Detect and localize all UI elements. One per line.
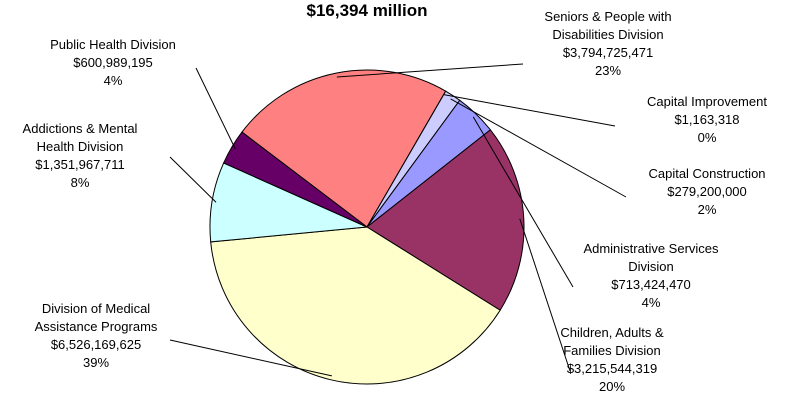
slice-label-line: Addictions & Mental	[23, 121, 138, 136]
slice-label: Capital Construction $279,200,000 2%	[648, 166, 765, 217]
pie-slice	[366, 129, 525, 311]
slice-label-line: 0%	[698, 130, 717, 145]
slice-label-line: $1,351,967,711	[35, 157, 124, 172]
slice-label: Public Health Division $600,989,195 4%	[50, 37, 176, 88]
slice-label-line: 20%	[599, 379, 625, 394]
leader-line	[519, 218, 571, 372]
slice-label-line: $3,215,544,319	[567, 361, 657, 376]
leader-lines	[169, 63, 627, 377]
pie-slice	[222, 131, 368, 228]
slice-label-line: $3,794,725,471	[563, 45, 653, 60]
slice-label-line: Assistance Programs	[35, 319, 158, 334]
slice-label: Capital Improvement $1,163,318 0%	[647, 94, 767, 145]
chart-title: $16,394 million	[307, 1, 428, 20]
slice-label-line: Public Health Division	[50, 37, 176, 52]
slice-label-line: $1,163,318	[674, 112, 739, 127]
leader-line	[169, 339, 332, 377]
slice-label-line: Health Division	[37, 139, 124, 154]
slice-label-line: Administrative Services	[583, 241, 719, 256]
slice-label-line: $279,200,000	[667, 184, 747, 199]
slice-label-line: 39%	[83, 355, 109, 370]
slice-label-line: 4%	[104, 73, 123, 88]
slice-label: Addictions & Mental Health Division $1,351…	[23, 121, 138, 190]
slice-label: Children, Adults & Families Division $3,21…	[560, 325, 664, 394]
slice-label-line: Families Division	[563, 343, 661, 358]
slice-label: Administrative Services Division $713,424,…	[583, 241, 719, 310]
slice-label-line: Children, Adults &	[560, 325, 664, 340]
slice-label-line: Seniors & People with	[544, 9, 671, 24]
pie-slices	[209, 69, 525, 385]
slice-label-line: 23%	[595, 63, 621, 78]
slice-label-line: Division of Medical	[42, 301, 150, 316]
slice-label-line: $713,424,470	[611, 277, 691, 292]
leader-line	[336, 63, 524, 78]
pie-slice	[210, 226, 501, 385]
leader-line	[450, 98, 627, 198]
slice-label-line: Disabilities Division	[552, 27, 663, 42]
leader-line	[443, 94, 616, 127]
slice-label-line: Division	[628, 259, 674, 274]
slice-label-line: $6,526,169,625	[51, 337, 141, 352]
slice-labels: Seniors & People with Disabilities Divisi…	[23, 9, 768, 394]
slice-label-line: 4%	[642, 295, 661, 310]
slice-label-line: 2%	[698, 202, 717, 217]
slice-label-line: Capital Improvement	[647, 94, 767, 109]
slice-label: Seniors & People with Disabilities Divisi…	[544, 9, 671, 78]
leader-line	[169, 156, 217, 203]
slice-label-line: 8%	[71, 175, 90, 190]
pie-slice	[241, 69, 447, 228]
leader-line	[472, 116, 574, 288]
slice-label-line: Capital Construction	[648, 166, 765, 181]
slice-label: Division of Medical Assistance Programs $6…	[35, 301, 158, 370]
leader-line	[195, 67, 236, 150]
slice-label-line: $600,989,195	[73, 55, 153, 70]
